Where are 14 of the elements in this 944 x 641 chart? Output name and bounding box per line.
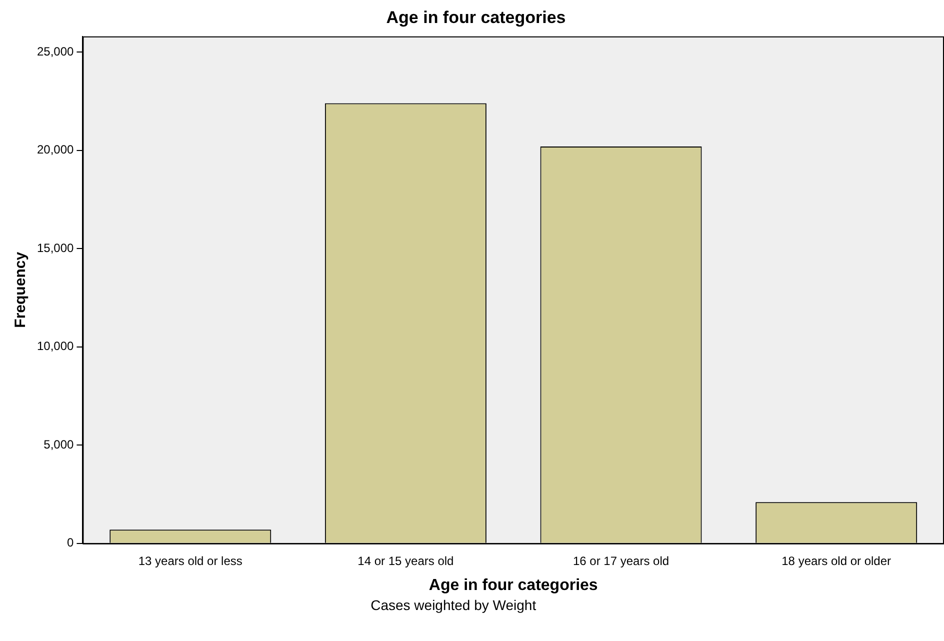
y-axis-title: Frequency bbox=[12, 251, 30, 328]
y-tick-label: 10,000 bbox=[37, 339, 74, 354]
y-tick-label: 25,000 bbox=[37, 44, 74, 58]
y-tick-label: 5,000 bbox=[44, 437, 74, 452]
x-tick-label: 14 or 15 years old bbox=[358, 554, 454, 568]
y-tick-label: 0 bbox=[67, 536, 74, 550]
x-tick-label: 13 years old or less bbox=[138, 554, 242, 568]
x-tick-label: 18 years old or older bbox=[782, 554, 892, 568]
chart-title: Age in four categories bbox=[386, 8, 566, 27]
text: Cases weighted by Weight bbox=[370, 597, 536, 613]
y-tick-label: 20,000 bbox=[37, 142, 74, 157]
x-tick-label: 16 or 17 years old bbox=[572, 554, 670, 568]
y-tick-label: 15,000 bbox=[37, 240, 74, 255]
x-axis-title: Age in four categories bbox=[428, 576, 598, 594]
